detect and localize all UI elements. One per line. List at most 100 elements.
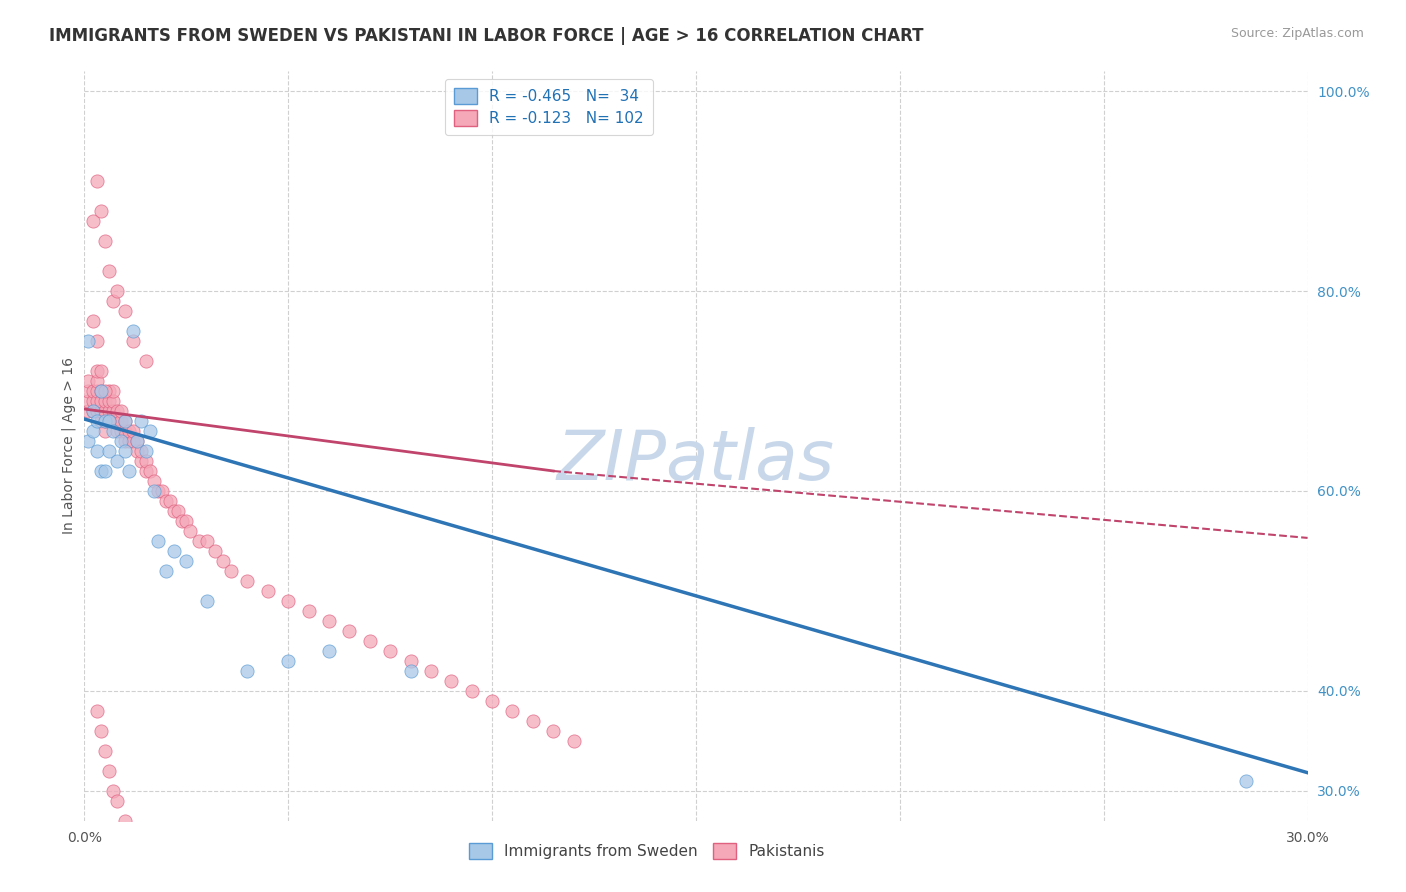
Point — [114, 304, 136, 318]
Point — [277, 594, 299, 608]
Point — [82, 214, 104, 228]
Point — [118, 464, 141, 478]
Point — [93, 744, 115, 758]
Point — [318, 614, 340, 628]
Point — [97, 444, 120, 458]
Point — [101, 414, 124, 428]
Point — [86, 334, 108, 348]
Point — [82, 424, 104, 438]
Point — [90, 723, 112, 738]
Point — [110, 424, 132, 438]
Point — [86, 384, 108, 398]
Point — [114, 444, 136, 458]
Point — [187, 533, 209, 548]
Point — [219, 564, 242, 578]
Point — [127, 434, 149, 448]
Point — [131, 414, 153, 428]
Point — [502, 704, 524, 718]
Point — [138, 464, 160, 478]
Point — [105, 424, 128, 438]
Point — [461, 683, 484, 698]
Point — [90, 404, 112, 418]
Point — [138, 424, 160, 438]
Point — [122, 324, 145, 338]
Point — [86, 704, 108, 718]
Point — [93, 404, 115, 418]
Point — [257, 583, 280, 598]
Point — [155, 564, 177, 578]
Text: Source: ZipAtlas.com: Source: ZipAtlas.com — [1230, 27, 1364, 40]
Y-axis label: In Labor Force | Age > 16: In Labor Force | Age > 16 — [62, 358, 76, 534]
Point — [90, 464, 112, 478]
Point — [90, 384, 112, 398]
Point — [114, 814, 136, 828]
Point — [142, 474, 165, 488]
Point — [543, 723, 565, 738]
Point — [212, 554, 235, 568]
Point — [135, 454, 157, 468]
Point — [105, 454, 128, 468]
Point — [131, 444, 153, 458]
Point — [380, 644, 402, 658]
Point — [122, 424, 145, 438]
Point — [82, 314, 104, 328]
Point — [150, 483, 173, 498]
Point — [97, 264, 120, 278]
Point — [277, 654, 299, 668]
Point — [110, 404, 132, 418]
Point — [97, 384, 120, 398]
Point — [101, 384, 124, 398]
Point — [77, 384, 100, 398]
Point — [105, 414, 128, 428]
Point — [93, 234, 115, 248]
Point — [90, 384, 112, 398]
Point — [1236, 773, 1258, 788]
Point — [339, 624, 361, 638]
Point — [236, 664, 259, 678]
Point — [110, 434, 132, 448]
Point — [105, 404, 128, 418]
Point — [86, 414, 108, 428]
Point — [114, 414, 136, 428]
Point — [163, 544, 186, 558]
Point — [97, 414, 120, 428]
Point — [82, 404, 104, 418]
Point — [420, 664, 443, 678]
Point — [86, 444, 108, 458]
Point — [86, 394, 108, 409]
Point — [118, 424, 141, 438]
Point — [97, 404, 120, 418]
Point — [97, 414, 120, 428]
Point — [114, 434, 136, 448]
Point — [77, 334, 100, 348]
Point — [135, 444, 157, 458]
Point — [179, 524, 201, 538]
Point — [114, 424, 136, 438]
Point — [105, 794, 128, 808]
Point — [522, 714, 544, 728]
Point — [82, 384, 104, 398]
Point — [93, 384, 115, 398]
Point — [146, 483, 169, 498]
Point — [97, 394, 120, 409]
Point — [135, 464, 157, 478]
Point — [562, 733, 585, 747]
Point — [131, 454, 153, 468]
Point — [93, 414, 115, 428]
Point — [174, 514, 197, 528]
Point — [195, 594, 218, 608]
Point — [77, 434, 100, 448]
Point — [142, 483, 165, 498]
Point — [399, 654, 422, 668]
Point — [195, 533, 218, 548]
Point — [318, 644, 340, 658]
Point — [122, 434, 145, 448]
Point — [90, 394, 112, 409]
Point — [101, 424, 124, 438]
Point — [163, 504, 186, 518]
Point — [155, 494, 177, 508]
Point — [86, 404, 108, 418]
Point — [114, 414, 136, 428]
Point — [93, 394, 115, 409]
Point — [172, 514, 194, 528]
